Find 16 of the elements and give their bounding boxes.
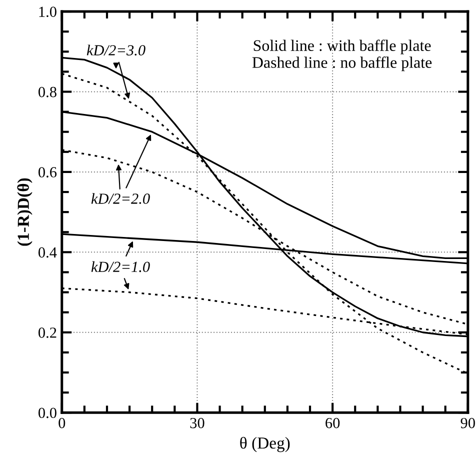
x-tick-label: 60 [326,418,340,428]
annotation: Solid line : with baffle plate Dashed line : no baffle plate [252,40,432,72]
y-tick-label: 0.8 [38,86,56,98]
x-tick-label: 0 [58,418,66,428]
x-tick-label: 90 [460,418,475,428]
y-tick-label: 0.4 [38,247,57,258]
x-axis-title: θ (Deg) [240,436,290,452]
y-tick-label: 0.6 [38,167,57,178]
y-axis-title: (1-R)D(θ) [17,178,32,246]
x-tick-label: 30 [190,418,204,428]
y-tick-label: 0.2 [38,328,56,338]
y-tick-label: 1.0 [39,6,56,18]
annotation: kD/2=3.0 [86,44,146,56]
y-tick-label: 0.0 [38,408,56,418]
annotation: kD/2=1.0 [91,261,150,272]
annotation: kD/2=2.0 [91,193,150,204]
